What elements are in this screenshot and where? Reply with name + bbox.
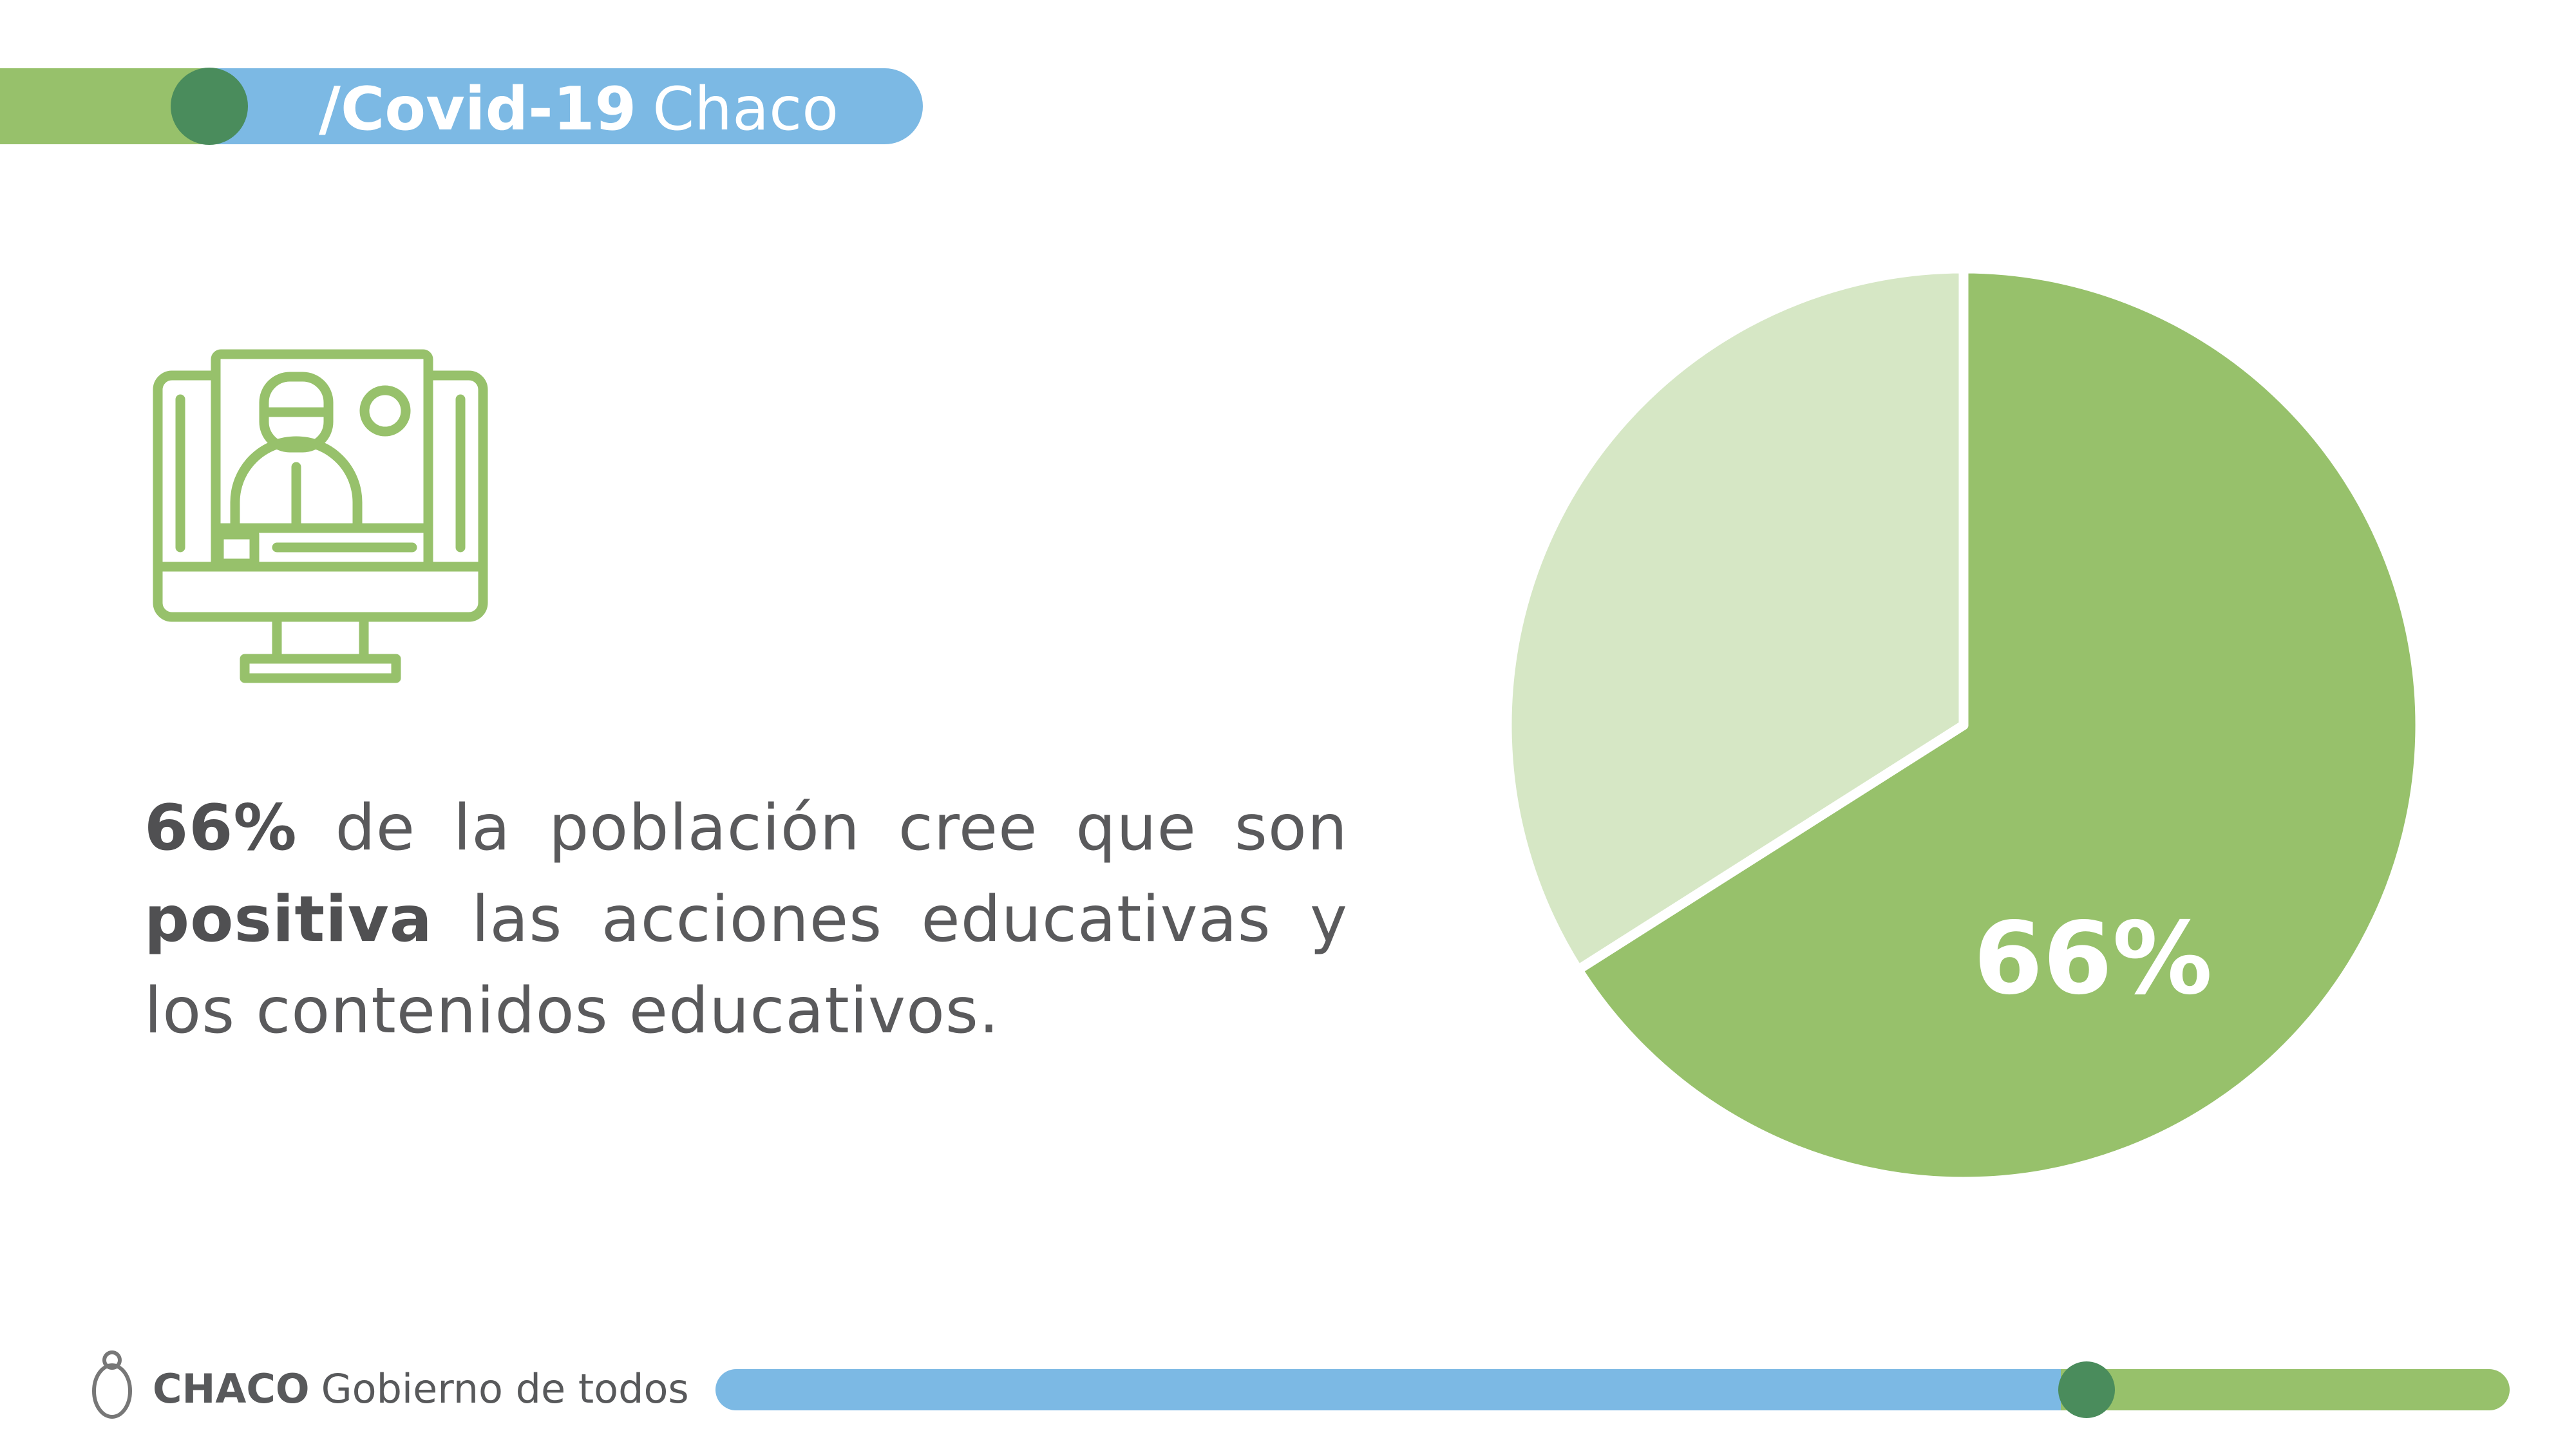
footer-text: CHACO Gobierno de todos (153, 1365, 689, 1412)
pie-slice (1502, 263, 1969, 975)
header-title: /Covid-19 Chaco (319, 74, 838, 144)
footer-bar-blue (715, 1369, 2107, 1410)
body-text-part: positiva (144, 883, 433, 956)
icon-monitor (153, 349, 488, 683)
body-text-part: 66% (144, 791, 298, 865)
footer-tagline: Gobierno de todos (321, 1365, 689, 1412)
footer-bar-green (2048, 1369, 2510, 1410)
body-text: 66% de la población cree que son positiv… (144, 782, 1348, 1057)
footer-dot (2058, 1361, 2115, 1418)
pie-label: 66% (1973, 900, 2212, 1017)
footer-brand: CHACO (153, 1365, 310, 1412)
header-title-regular: Chaco (652, 74, 838, 144)
body-text-part: de la población cree que son (297, 791, 1348, 865)
header-dot (171, 68, 248, 145)
footer-logo (92, 1350, 132, 1419)
header-title-bold: /Covid-19 (319, 74, 636, 144)
pie-slice (1573, 263, 2425, 1187)
body-text-part: las acciones educativas y los contenidos… (144, 883, 1348, 1048)
header-band-blue (174, 68, 923, 144)
